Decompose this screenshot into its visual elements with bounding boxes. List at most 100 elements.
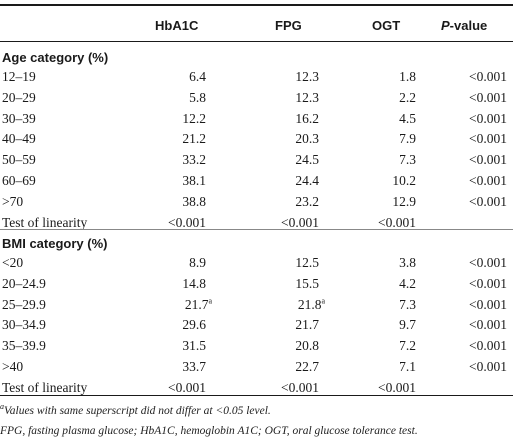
superscript-marker: a — [321, 296, 325, 306]
cell-ogt: 9.7 — [399, 317, 416, 333]
cell-ogt: 4.2 — [399, 276, 416, 292]
cell-value: <0.001 — [469, 338, 507, 354]
cell-ogt: <0.001 — [378, 380, 416, 396]
cell-ogt: 10.2 — [392, 173, 416, 189]
cell-value: <0.001 — [281, 214, 319, 230]
cell-value: 16.2 — [295, 110, 319, 126]
row-label: 30–34.9 — [2, 317, 46, 333]
cell-value: <0.001 — [469, 359, 507, 374]
footnote-a-text: Values with same superscript did not dif… — [4, 405, 271, 417]
cell-hba1c: 5.8 — [189, 90, 206, 106]
cell-value: <0.001 — [281, 379, 319, 395]
cell-hba1c: <0.001 — [168, 215, 206, 231]
cell-value: 12.9 — [392, 193, 416, 209]
superscript-marker: a — [208, 296, 212, 306]
cell-value: 21.7 — [295, 317, 319, 333]
row-label: 60–69 — [2, 173, 36, 188]
cell-value: 21.8 — [297, 296, 322, 312]
cell-value: <0.001 — [378, 214, 416, 230]
section-title: BMI category (%) — [2, 236, 108, 251]
cell-ogt: 7.2 — [399, 338, 416, 354]
cell-value: 10.2 — [392, 173, 416, 188]
cell-value: <0.001 — [469, 152, 507, 168]
cell-ogt: 4.5 — [399, 111, 416, 127]
cell-value: 7.3 — [399, 296, 416, 312]
cell-p: <0.001 — [469, 152, 507, 168]
cell-fpg: 16.2 — [295, 111, 319, 127]
row-label: Test of linearity — [2, 214, 88, 230]
footnote-a-marker: a — [0, 402, 4, 412]
cell-value: 4.5 — [399, 110, 416, 126]
cell-value: 3.8 — [399, 255, 416, 270]
row-label: <20 — [2, 255, 24, 270]
cell-value: 4.2 — [399, 275, 416, 291]
header-hba1c: HbA1C — [155, 18, 199, 33]
cell-value: 7.3 — [399, 152, 416, 168]
cell-ogt: 7.9 — [399, 131, 416, 147]
row-label: Test of linearity — [2, 379, 88, 395]
cell-value: 21.7 — [184, 296, 209, 312]
cell-hba1c: 31.5 — [182, 338, 206, 354]
cell-p: <0.001 — [469, 255, 507, 271]
row-label: 12–19 — [2, 69, 36, 84]
cell-hba1c: 33.2 — [182, 152, 206, 168]
cell-p: <0.001 — [469, 338, 507, 354]
cell-fpg: 20.8 — [295, 338, 319, 354]
row-label: >70 — [2, 193, 24, 209]
cell-value: 38.8 — [182, 193, 206, 209]
cell-fpg: 24.5 — [295, 152, 319, 168]
cell-value: 24.5 — [295, 152, 319, 168]
cell-ogt: 7.3 — [399, 297, 416, 313]
header-p-rest: -value — [449, 18, 488, 33]
row-label: 35–39.9 — [2, 338, 46, 354]
cell-value: <0.001 — [168, 379, 206, 395]
header-ogt: OGT — [372, 18, 401, 33]
cell-value: <0.001 — [469, 193, 507, 209]
cell-value: 15.5 — [295, 275, 319, 291]
cell-value: 20.8 — [295, 338, 319, 354]
cell-fpg: 23.2 — [295, 194, 319, 210]
cell-hba1c: 6.4 — [189, 69, 206, 85]
cell-p: <0.001 — [469, 276, 507, 292]
cell-ogt: 7.3 — [399, 152, 416, 168]
cell-fpg: 12.5 — [295, 255, 319, 271]
row-label: 20–29 — [2, 89, 36, 105]
cell-value: <0.001 — [469, 131, 507, 147]
cell-value: 1.8 — [399, 69, 416, 84]
cell-hba1c: <0.001 — [168, 380, 206, 396]
cell-value: 7.9 — [399, 131, 416, 147]
cell-value: 38.1 — [182, 173, 206, 188]
cell-fpg: 21.8a — [298, 297, 325, 313]
cell-fpg: 20.3 — [295, 131, 319, 147]
footnote-abbreviations: FPG, fasting plasma glucose; HbA1C, hemo… — [0, 425, 418, 437]
cell-hba1c: 12.2 — [182, 111, 206, 127]
cell-value: <0.001 — [469, 110, 507, 126]
cell-hba1c: 14.8 — [182, 276, 206, 292]
header-p-value: P-value — [441, 18, 487, 34]
cell-hba1c: 21.2 — [182, 131, 206, 147]
section-title: Age category (%) — [2, 50, 109, 65]
cell-hba1c: 38.1 — [182, 173, 206, 189]
cell-hba1c: 38.8 — [182, 194, 206, 210]
cell-value: 6.4 — [189, 69, 206, 84]
cell-value: 12.3 — [295, 69, 319, 84]
cell-hba1c: 29.6 — [182, 317, 206, 333]
cell-hba1c: 8.9 — [189, 255, 206, 271]
cell-fpg: 15.5 — [295, 276, 319, 292]
cell-ogt: 7.1 — [399, 359, 416, 375]
cell-value: <0.001 — [469, 317, 507, 333]
cell-value: 12.2 — [182, 110, 206, 126]
cell-value: 33.7 — [182, 359, 206, 374]
cell-p: <0.001 — [469, 317, 507, 333]
cell-hba1c: 33.7 — [182, 359, 206, 375]
cell-value: <0.001 — [378, 379, 416, 395]
cell-value: 7.2 — [399, 338, 416, 354]
cell-p: <0.001 — [469, 359, 507, 375]
row-label: 20–24.9 — [2, 275, 46, 291]
row-label: >40 — [2, 359, 24, 374]
cell-value: <0.001 — [469, 255, 507, 270]
row-label: 30–39 — [2, 110, 36, 126]
cell-fpg: 21.7 — [295, 317, 319, 333]
cell-p: <0.001 — [469, 131, 507, 147]
header-bottom-rule — [0, 41, 513, 42]
